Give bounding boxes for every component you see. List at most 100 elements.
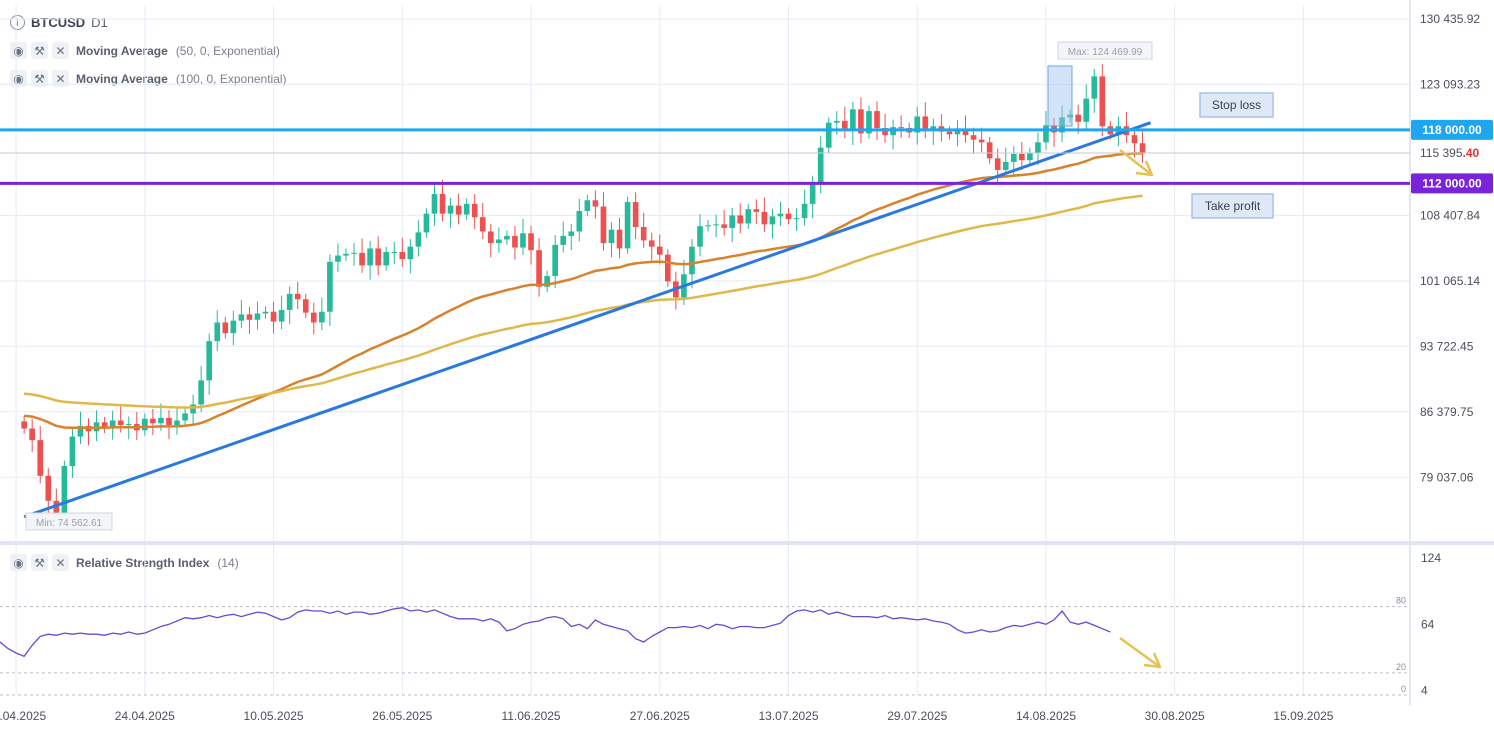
candle-body: [431, 194, 438, 214]
candle-body: [447, 205, 454, 214]
candle-body: [53, 500, 60, 517]
legend-rsi: ◉ ⚒ ✕ Relative Strength Index (14): [10, 554, 239, 571]
x-tick-label: 30.08.2025: [1145, 709, 1205, 723]
candle-body: [375, 248, 381, 266]
y-tick-label: 108 407.84: [1420, 208, 1480, 222]
info-icon[interactable]: i: [10, 15, 25, 30]
candle-body: [592, 200, 599, 207]
candle-body: [600, 206, 607, 244]
candle-body: [69, 436, 76, 466]
candle-body: [842, 120, 848, 131]
candle-body: [1131, 135, 1138, 144]
close-icon[interactable]: ✕: [52, 70, 69, 87]
candle-body: [624, 202, 631, 249]
candle-body: [479, 217, 486, 232]
x-tick-label: 15.09.2025: [1273, 709, 1333, 723]
wrench-icon[interactable]: ⚒: [31, 42, 48, 59]
candle-body: [882, 128, 888, 136]
candle-body: [463, 203, 470, 215]
max-annotation: Max: 124 469.99: [1068, 47, 1143, 58]
candle-body: [552, 244, 558, 277]
candle-body: [351, 252, 357, 254]
take-profit-price-tag-bg: [1411, 173, 1493, 194]
candle-body: [640, 227, 647, 241]
rsi-y-tick-label: 64: [1421, 617, 1435, 631]
grid: [0, 5, 1410, 695]
eye-icon[interactable]: ◉: [10, 42, 27, 59]
candle-body: [705, 225, 711, 227]
candle-body: [753, 209, 760, 212]
x-tick-label: 27.06.2025: [630, 709, 690, 723]
candle-body: [319, 311, 325, 323]
rsi-level-label: 80: [1396, 596, 1406, 606]
candle-body: [230, 320, 237, 334]
candle-body: [817, 147, 824, 184]
candle-body: [109, 420, 116, 428]
candle-body: [825, 122, 832, 148]
candle-body: [954, 129, 961, 135]
candle-body: [198, 380, 204, 405]
candle-body: [359, 252, 365, 266]
candle-body: [986, 142, 993, 159]
candle-body: [1002, 161, 1009, 170]
current-price-main: 115 395: [1420, 146, 1463, 160]
min-annotation: Min: 74 562.61: [36, 518, 103, 529]
candle-body: [994, 158, 1001, 170]
stop-loss-note-box: [1199, 92, 1274, 118]
current-price-decimals: .40: [1463, 146, 1480, 160]
x-tick-label: 11.06.2025: [501, 709, 560, 723]
candle-body: [1099, 76, 1106, 127]
candle-body: [962, 129, 969, 136]
candle-body: [809, 183, 816, 204]
candle-body: [874, 111, 880, 129]
wrench-icon[interactable]: ⚒: [31, 554, 48, 571]
candle-body: [262, 311, 269, 314]
candle-body: [455, 205, 462, 215]
eye-icon[interactable]: ◉: [10, 554, 27, 571]
stop-loss-price-tag-bg: [1411, 119, 1493, 140]
candle-body: [310, 312, 317, 323]
candle-body: [77, 425, 84, 437]
candle-body: [745, 209, 752, 224]
candle-body: [37, 440, 44, 476]
candle-body: [697, 226, 703, 247]
rsi-level-label: 0: [1401, 684, 1406, 694]
candle-body: [608, 229, 615, 244]
candle-body: [125, 424, 132, 426]
candle-body: [439, 194, 446, 214]
candle-body: [777, 213, 784, 217]
candle-body: [656, 246, 663, 255]
pane-separator: [0, 541, 1494, 545]
take-profit-note-box: [1191, 193, 1274, 219]
rsi-y-tick-label: 4: [1421, 684, 1428, 698]
current-price-label: 115 395.40: [1420, 146, 1480, 160]
candle-body: [833, 120, 840, 123]
candle-body: [335, 255, 341, 262]
rsi-line: [0, 607, 1111, 658]
y-tick-label: 93 722.45: [1420, 339, 1474, 353]
candle-body: [101, 422, 108, 428]
candle-body: [1075, 114, 1081, 122]
candle-body: [1010, 153, 1017, 162]
stop-loss-note: Stop loss: [1212, 98, 1261, 112]
candle-body: [785, 213, 792, 219]
eye-icon[interactable]: ◉: [10, 70, 27, 87]
candle-body: [238, 314, 245, 321]
candle-body: [399, 251, 406, 260]
x-tick-label: 24.04.2025: [115, 709, 175, 723]
candle-body: [761, 211, 768, 225]
close-icon[interactable]: ✕: [52, 42, 69, 59]
candle-body: [278, 309, 285, 322]
candle-body: [286, 293, 293, 310]
wrench-icon[interactable]: ⚒: [31, 70, 48, 87]
x-tick-label: 10.05.2025: [244, 709, 304, 723]
candle-body: [29, 428, 35, 441]
close-icon[interactable]: ✕: [52, 554, 69, 571]
candle-body: [544, 276, 550, 287]
candle-body: [166, 417, 172, 425]
candle-body: [294, 293, 301, 300]
candle-body: [487, 231, 494, 244]
stop-loss-price-tag: 118 000.00: [1422, 123, 1482, 137]
candle-body: [793, 218, 800, 220]
